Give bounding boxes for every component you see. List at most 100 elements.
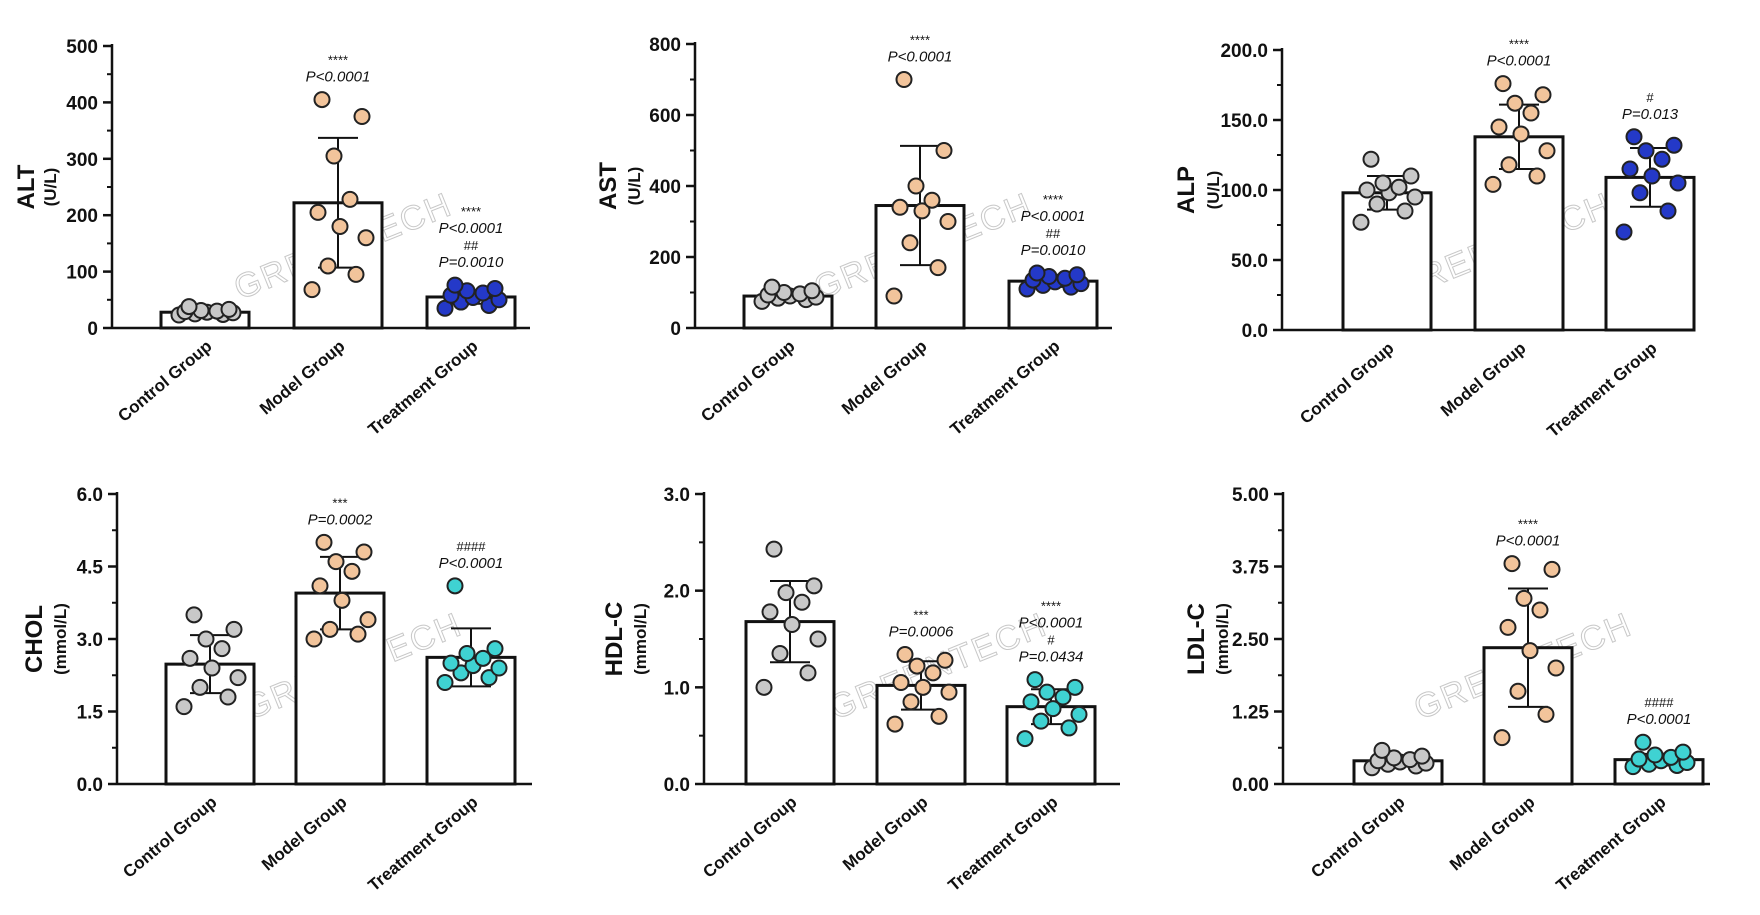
y-axis-label: LDL-C <box>1183 603 1210 675</box>
y-tick-label: 400 <box>66 93 98 114</box>
data-point <box>896 645 914 663</box>
data-point <box>452 664 470 682</box>
data-point <box>1659 202 1677 220</box>
data-point <box>349 625 367 643</box>
data-point <box>1674 743 1692 761</box>
data-point <box>809 630 827 648</box>
data-point <box>1066 678 1084 696</box>
chart-panel-ast: GREENTECH0200400600800AST(U/L)Control Gr… <box>595 33 1112 439</box>
data-point <box>220 300 238 318</box>
y-axis-label: HDL-C <box>601 602 628 677</box>
y-tick-label: 1.0 <box>664 678 690 699</box>
category-label: Treatment Group <box>364 793 481 896</box>
significance-marker: **** <box>461 204 481 219</box>
p-value-label: P<0.0001 <box>1627 711 1692 728</box>
data-point <box>1060 719 1078 737</box>
y-tick-label: 4.5 <box>77 558 104 579</box>
data-point <box>803 282 821 300</box>
data-point <box>1643 167 1661 185</box>
data-point <box>1503 555 1521 573</box>
data-point <box>321 620 339 638</box>
data-point <box>1621 160 1639 178</box>
data-point <box>327 553 345 571</box>
data-point <box>1022 693 1040 711</box>
data-point <box>1669 174 1687 192</box>
data-point <box>1538 142 1556 160</box>
category-label: Treatment Group <box>1552 793 1669 896</box>
y-tick-label: 200.0 <box>1220 41 1268 62</box>
category-label: Control Group <box>1296 339 1397 428</box>
data-point <box>333 591 351 609</box>
significance-marker: *** <box>332 495 347 510</box>
data-point <box>1016 730 1034 748</box>
y-tick-label: 1.5 <box>77 703 104 724</box>
significance-marker: ## <box>1046 226 1061 241</box>
category-label: Model Group <box>258 793 351 875</box>
data-point <box>180 298 198 316</box>
y-tick-label: 2.50 <box>1232 630 1269 651</box>
data-point <box>1630 750 1648 768</box>
data-point <box>357 229 375 247</box>
y-axis-unit: (mmol/L) <box>631 603 650 675</box>
p-value-label: P=0.0002 <box>308 511 373 528</box>
data-point <box>793 593 811 611</box>
category-label: Control Group <box>699 793 800 882</box>
data-point <box>1634 733 1652 751</box>
y-axis-unit: (mmol/L) <box>1213 603 1232 675</box>
data-point <box>1512 125 1530 143</box>
significance-marker: **** <box>1043 192 1063 207</box>
significance-marker: **** <box>1041 599 1061 614</box>
category-label: Treatment Group <box>364 337 481 440</box>
p-value-label: P=0.013 <box>1622 106 1679 123</box>
y-tick-label: 50.0 <box>1231 251 1268 272</box>
data-point <box>1653 150 1671 168</box>
data-point <box>315 533 333 551</box>
data-point <box>1494 75 1512 93</box>
data-point <box>319 257 337 275</box>
data-point <box>1631 184 1649 202</box>
data-point <box>1044 700 1062 718</box>
data-point <box>1038 683 1056 701</box>
p-value-label: P=0.0006 <box>889 623 954 640</box>
data-point <box>325 147 343 165</box>
data-point <box>1646 746 1664 764</box>
data-point <box>1026 671 1044 689</box>
chart-panel-chol: GREENTECH0.01.53.04.56.0CHOL(mmol/L)Cont… <box>21 485 532 895</box>
p-value-label: P<0.0001 <box>306 69 371 86</box>
data-point <box>799 664 817 682</box>
data-point <box>1625 128 1643 146</box>
y-tick-label: 600 <box>649 106 681 127</box>
data-point <box>777 584 795 602</box>
data-point <box>331 217 349 235</box>
data-point <box>805 577 823 595</box>
data-point <box>1528 167 1546 185</box>
data-point <box>486 280 504 298</box>
significance-marker: # <box>1646 90 1654 105</box>
data-point <box>1665 136 1683 154</box>
data-point <box>446 577 464 595</box>
y-tick-label: 0.0 <box>664 775 690 796</box>
data-point <box>203 659 221 677</box>
data-point <box>929 259 947 277</box>
data-point <box>913 202 931 220</box>
significance-marker: **** <box>910 33 930 48</box>
y-tick-label: 3.75 <box>1232 558 1269 579</box>
data-point <box>1506 94 1524 112</box>
data-point <box>303 281 321 299</box>
data-point <box>891 198 909 216</box>
data-point <box>902 693 920 711</box>
data-point <box>446 276 464 294</box>
p-value-label: P<0.0001 <box>888 49 953 66</box>
category-label: Model Group <box>838 337 931 419</box>
data-point <box>1406 188 1424 206</box>
data-point <box>908 657 926 675</box>
data-point <box>763 278 781 296</box>
data-point <box>229 669 247 687</box>
data-point <box>771 645 789 662</box>
data-point <box>1362 150 1380 168</box>
y-tick-label: 3.0 <box>664 485 690 506</box>
data-point <box>175 698 193 716</box>
bar-2 <box>1604 175 1696 332</box>
y-tick-label: 200 <box>66 206 98 227</box>
